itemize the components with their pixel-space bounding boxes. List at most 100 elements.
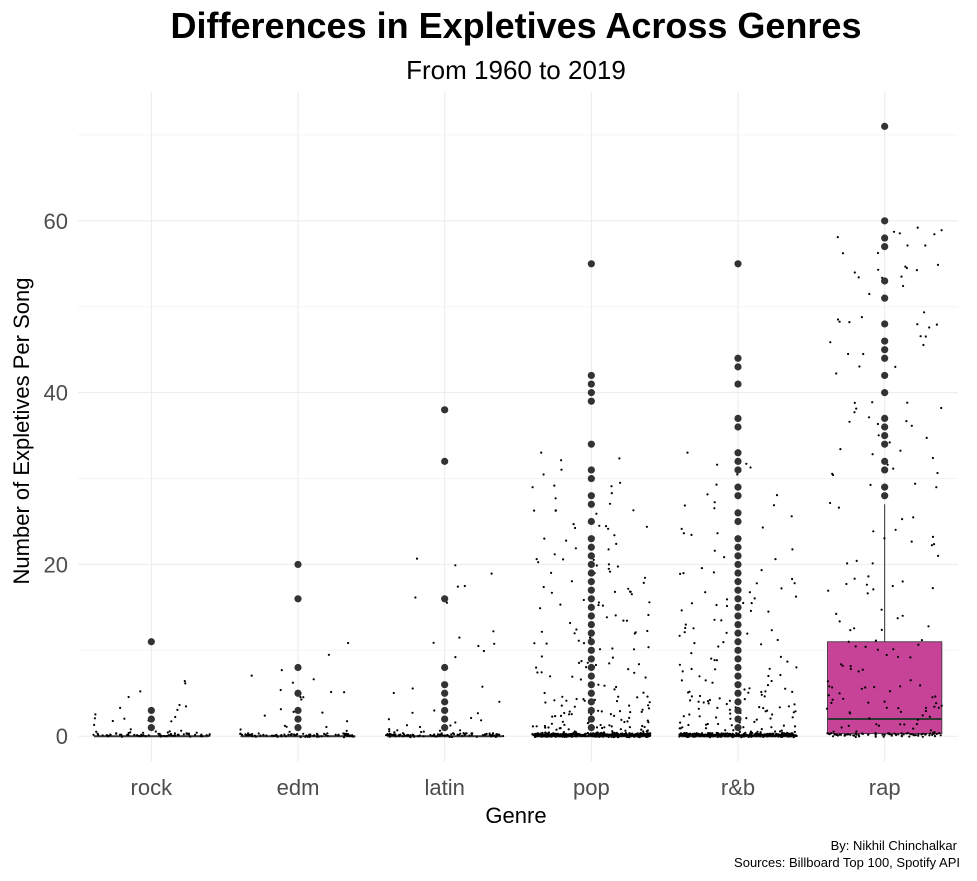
- jitter-point: [910, 424, 913, 427]
- x-tick-label: edm: [277, 775, 320, 800]
- jitter-point: [909, 733, 912, 736]
- jitter-point: [571, 733, 574, 736]
- chart-subtitle: From 1960 to 2019: [406, 55, 626, 85]
- outlier-point: [147, 715, 155, 723]
- outlier-point: [881, 217, 889, 225]
- jitter-point: [779, 673, 782, 677]
- outlier-point: [881, 337, 889, 345]
- jitter-point: [550, 722, 554, 725]
- outlier-point: [587, 706, 595, 715]
- jitter-point: [284, 735, 287, 738]
- jitter-point: [323, 732, 326, 736]
- outlier-point: [587, 689, 595, 697]
- jitter-point: [716, 532, 719, 535]
- jitter-point: [644, 733, 647, 736]
- jitter-point: [937, 554, 940, 558]
- jitter-point: [536, 671, 539, 674]
- jitter-point: [849, 667, 852, 671]
- jitter-point: [681, 734, 684, 737]
- grid: [78, 92, 958, 762]
- jitter-point: [422, 730, 425, 733]
- jitter-point: [334, 733, 337, 736]
- outlier-point: [734, 457, 742, 465]
- jitter-point: [627, 587, 630, 590]
- jitter-point: [697, 732, 700, 736]
- jitter-point: [756, 730, 759, 733]
- jitter-point: [305, 734, 308, 738]
- jitter-point: [840, 726, 843, 729]
- jitter-point: [560, 704, 563, 707]
- jitter-point: [694, 734, 698, 738]
- jitter-point: [633, 671, 636, 674]
- jitter-point: [688, 713, 691, 716]
- jitter-point: [315, 735, 318, 738]
- jitter-point: [843, 734, 846, 737]
- jitter-point: [412, 734, 415, 737]
- outlier-point: [294, 715, 302, 723]
- jitter-point: [730, 724, 733, 727]
- jitter-point: [154, 730, 157, 733]
- jitter-point: [628, 704, 631, 707]
- outlier-point: [734, 612, 742, 620]
- jitter-point: [580, 660, 583, 663]
- jitter-point: [698, 715, 701, 718]
- outlier-point: [881, 492, 889, 500]
- y-tick-label: 0: [56, 724, 68, 749]
- jitter-point: [767, 610, 770, 613]
- jitter-point: [936, 263, 940, 266]
- jitter-point: [642, 581, 645, 585]
- jitter-point: [645, 525, 649, 528]
- jitter-point: [774, 558, 777, 561]
- jitter-point: [411, 711, 414, 714]
- jitter-point: [492, 630, 495, 633]
- jitter-point: [847, 352, 850, 356]
- jitter-point: [905, 266, 909, 270]
- jitter-point: [793, 582, 796, 585]
- jitter-point: [294, 734, 297, 737]
- jitter-point: [166, 731, 169, 734]
- jitter-point: [401, 735, 404, 738]
- jitter-point: [687, 734, 690, 737]
- jitter-point: [581, 734, 584, 738]
- jitter-point: [905, 732, 908, 735]
- jitter-point: [791, 577, 794, 581]
- jitter-point: [792, 711, 795, 714]
- jitter-point: [614, 614, 617, 617]
- jitter-point: [594, 663, 598, 667]
- jitter-point: [745, 717, 748, 720]
- jitter-point: [597, 709, 600, 712]
- outlier-point: [587, 535, 595, 543]
- jitter-point: [909, 679, 912, 682]
- jitter-point: [697, 700, 700, 703]
- jitter-point: [718, 697, 721, 700]
- jitter-point: [678, 663, 682, 666]
- chart-title: Differences in Expletives Across Genres: [171, 5, 862, 46]
- jitter-point: [136, 734, 139, 737]
- jitter-point: [550, 571, 553, 575]
- jitter-point: [138, 735, 141, 738]
- jitter-point: [836, 236, 839, 239]
- jitter-point: [321, 711, 324, 714]
- jitter-point: [553, 484, 556, 487]
- jitter-point: [626, 720, 629, 723]
- jitter-point: [609, 713, 613, 716]
- jitter-point: [566, 734, 569, 737]
- jitter-point: [577, 661, 581, 665]
- jitter-point: [629, 711, 632, 714]
- jitter-point: [646, 734, 649, 737]
- jitter-point: [769, 717, 772, 720]
- jitter-point: [325, 725, 328, 729]
- jitter-point: [871, 453, 874, 456]
- jitter-point: [129, 728, 132, 731]
- jitter-point: [866, 592, 869, 595]
- jitter-point: [603, 734, 606, 737]
- jitter-point: [751, 734, 754, 737]
- jitter-point: [415, 557, 419, 560]
- jitter-point: [622, 619, 625, 622]
- jitter-point: [570, 580, 574, 583]
- jitter-point: [743, 698, 746, 701]
- jitter-point: [589, 732, 592, 735]
- jitter-point: [704, 727, 708, 730]
- outlier-point: [587, 724, 595, 732]
- jitter-point: [923, 311, 926, 314]
